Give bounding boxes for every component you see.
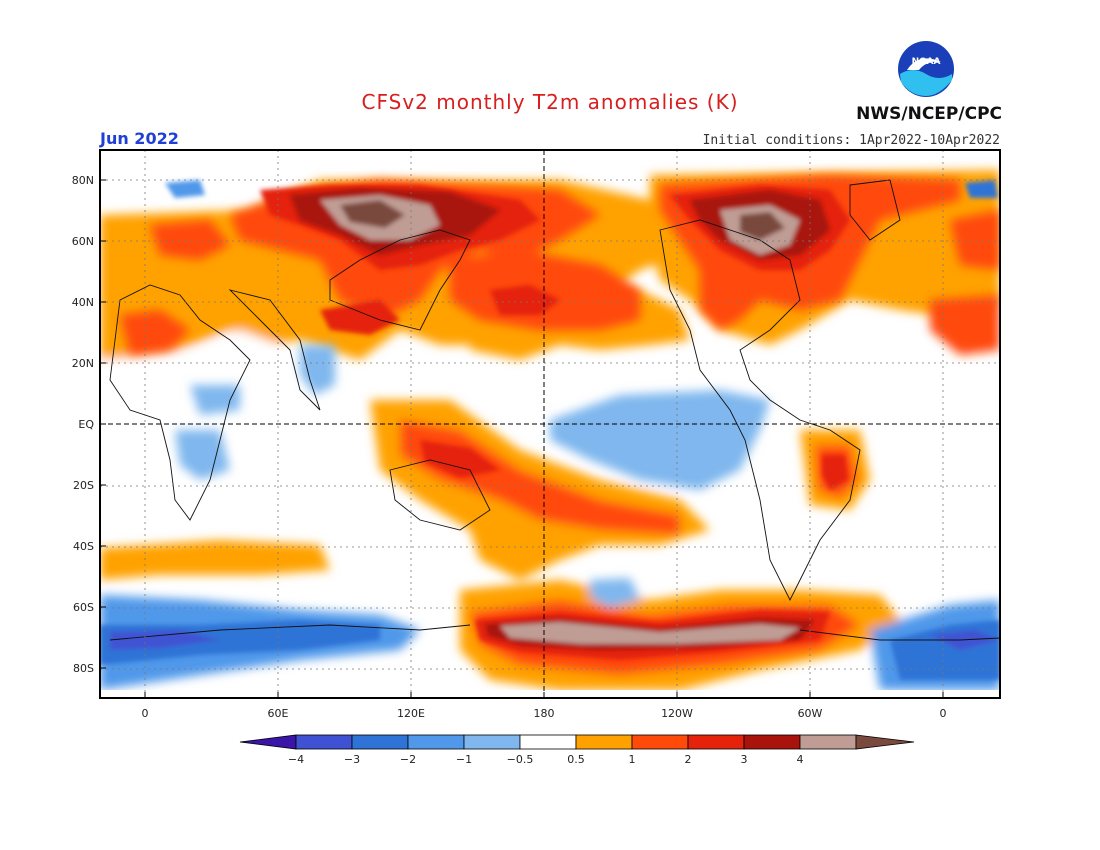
coastlines (109, 179, 1000, 641)
lat-tick-label: 80S (73, 662, 94, 675)
anomaly-sopac-cool (590, 578, 640, 608)
lat-tick-label: 60S (73, 601, 94, 614)
forecast-month: Jun 2022 (100, 129, 179, 148)
anomaly-canada-4kplus (740, 212, 785, 240)
colorbar-segment (743, 734, 801, 750)
lon-tick-label: 180 (534, 707, 555, 720)
lon-tick-label: 0 (940, 707, 947, 720)
anomaly-field (100, 150, 1000, 698)
colorbar-segment (295, 734, 353, 750)
lat-tick-label: 40S (73, 540, 94, 553)
lon-tick-label: 120W (661, 707, 693, 720)
anomaly-arctic-cool-1 (165, 180, 205, 198)
noaa-logo: NOAA (898, 41, 954, 97)
anomaly-sindian-warm (100, 540, 330, 580)
lat-labels: 80N 60N 40N 20N EQ 20S 40S 60S 80S (72, 174, 106, 675)
colorbar-level-label: −3 (344, 753, 360, 766)
anomaly-npac-darkred (490, 285, 560, 315)
anomaly-swpac-darkred (420, 440, 500, 478)
equator-dateline (100, 150, 1000, 698)
colorbar-level-label: −2 (400, 753, 416, 766)
colorbar-level-label: 2 (685, 753, 692, 766)
lon-tick-label: 60E (268, 707, 289, 720)
colorbar-level-label: −1 (456, 753, 472, 766)
colorbar-segment (351, 734, 409, 750)
anomaly-wafrica-cool (190, 385, 240, 415)
colorbar-segment (575, 734, 633, 750)
anomaly-arctic-cool-2 (965, 180, 998, 198)
lon-tick-label: 60W (798, 707, 823, 720)
colorbar-level-label: 1 (629, 753, 636, 766)
colorbar-max-arrow (855, 734, 915, 750)
lat-tick-label: 40N (72, 296, 94, 309)
colorbar-level-label: 4 (797, 753, 804, 766)
anomaly-europe-red (150, 220, 230, 260)
colorbar-level-label: −4 (288, 753, 304, 766)
anomaly-npac-red (450, 250, 640, 330)
anomaly-antarctic-cool-w3 (110, 630, 220, 650)
colorbar-min-arrow (239, 734, 297, 750)
anomaly-india-cool (300, 345, 335, 395)
agency-label: NWS/NCEP/CPC (856, 104, 1002, 124)
anomaly-pacific-cool (550, 390, 770, 490)
lon-tick-label: 120E (397, 707, 425, 720)
initial-conditions: Initial conditions: 1Apr2022-10Apr2022 (702, 133, 1000, 148)
colorbar-segment (463, 734, 521, 750)
colorbar-segment (687, 734, 745, 750)
anomaly-asia-darkred (320, 300, 400, 335)
lat-tick-label: 20S (73, 479, 94, 492)
colorbar-segment (799, 734, 857, 750)
anomaly-safrica-cool (175, 430, 230, 480)
anomaly-arabia-red (120, 310, 190, 355)
lat-tick-label: 20N (72, 357, 94, 370)
lat-tick-label: 80N (72, 174, 94, 187)
lat-tick-label: 60N (72, 235, 94, 248)
anomaly-siberia-4kplus (340, 200, 405, 228)
anomaly-arctic-red (950, 210, 1000, 270)
lon-labels: 0 60E 120E 180 120W 60W 0 (142, 692, 947, 720)
anomaly-brazil-darkred (822, 455, 848, 490)
colorbar-segment (519, 734, 577, 750)
colorbar-level-label: −0.5 (507, 753, 534, 766)
chart-title: CFSv2 monthly T2m anomalies (K) (361, 90, 739, 114)
anomaly-natl-red (930, 295, 1000, 355)
graticule (100, 150, 1000, 698)
colorbar-segment (631, 734, 689, 750)
lon-tick-label: 0 (142, 707, 149, 720)
anomaly-so-4k (500, 622, 800, 644)
colorbar-segment (407, 734, 465, 750)
colorbar-level-label: 0.5 (567, 753, 585, 766)
lat-tick-label: EQ (78, 418, 94, 431)
logo-lettering: NOAA (912, 57, 941, 67)
colorbar (239, 734, 915, 750)
colorbar-level-label: 3 (741, 753, 748, 766)
colorbar-labels: −4 −3 −2 −1 −0.5 0.5 1 2 3 4 (288, 753, 804, 766)
